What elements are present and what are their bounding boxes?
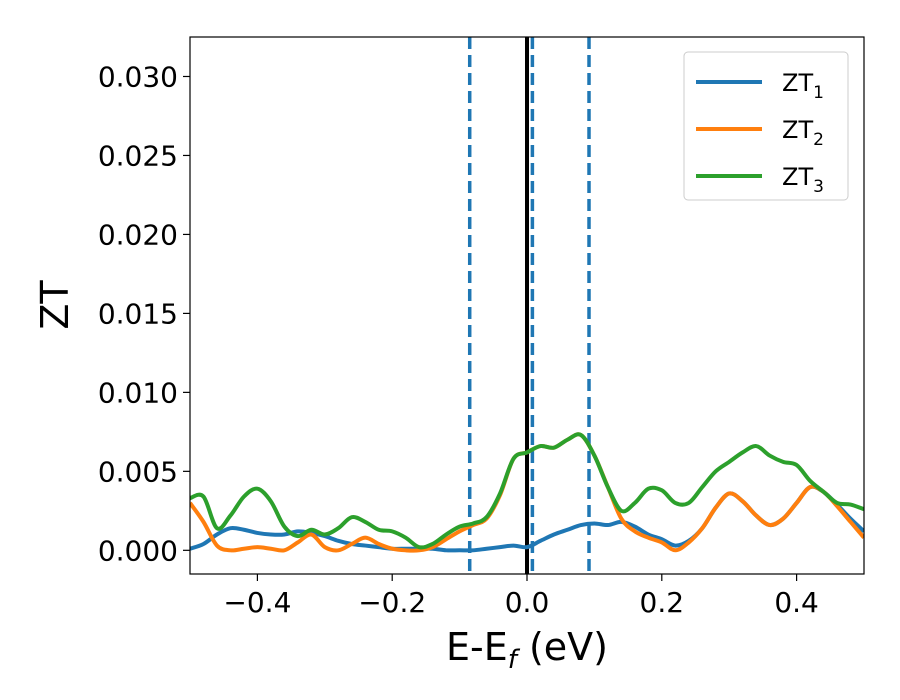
legend-label-zt1: ZT1	[782, 69, 824, 103]
x-tick-label: 0.0	[505, 586, 550, 619]
y-axis-title: ZT	[33, 280, 77, 330]
x-tick-label: −0.2	[358, 586, 426, 619]
x-tick-label: 0.4	[774, 586, 819, 619]
y-tick-label: 0.015	[98, 297, 178, 330]
y-tick-label: 0.025	[98, 139, 178, 172]
x-tick-label: 0.2	[640, 586, 685, 619]
y-tick-label: 0.005	[98, 455, 178, 488]
series-line-zt3	[190, 432, 864, 550]
legend-box	[683, 51, 849, 201]
legend-label-zt2: ZT2	[782, 116, 824, 150]
x-tick-label: −0.4	[223, 586, 291, 619]
y-tick-label: 0.020	[98, 218, 178, 251]
legend: ZT1 ZT2 ZT3	[683, 51, 849, 201]
y-tick-label: 0.000	[98, 534, 178, 567]
reference-lines	[467, 37, 591, 574]
y-axis: 0.000 0.005 0.010 0.015 0.020 0.025 0.030	[98, 60, 190, 567]
legend-label-zt3: ZT3	[782, 163, 824, 197]
series-lines	[190, 432, 864, 553]
x-axis: −0.4 −0.2 0.0 0.2 0.4	[223, 574, 819, 619]
y-tick-label: 0.010	[98, 376, 178, 409]
x-axis-title: E-Ef (eV)	[446, 625, 608, 675]
y-tick-label: 0.030	[98, 60, 178, 93]
